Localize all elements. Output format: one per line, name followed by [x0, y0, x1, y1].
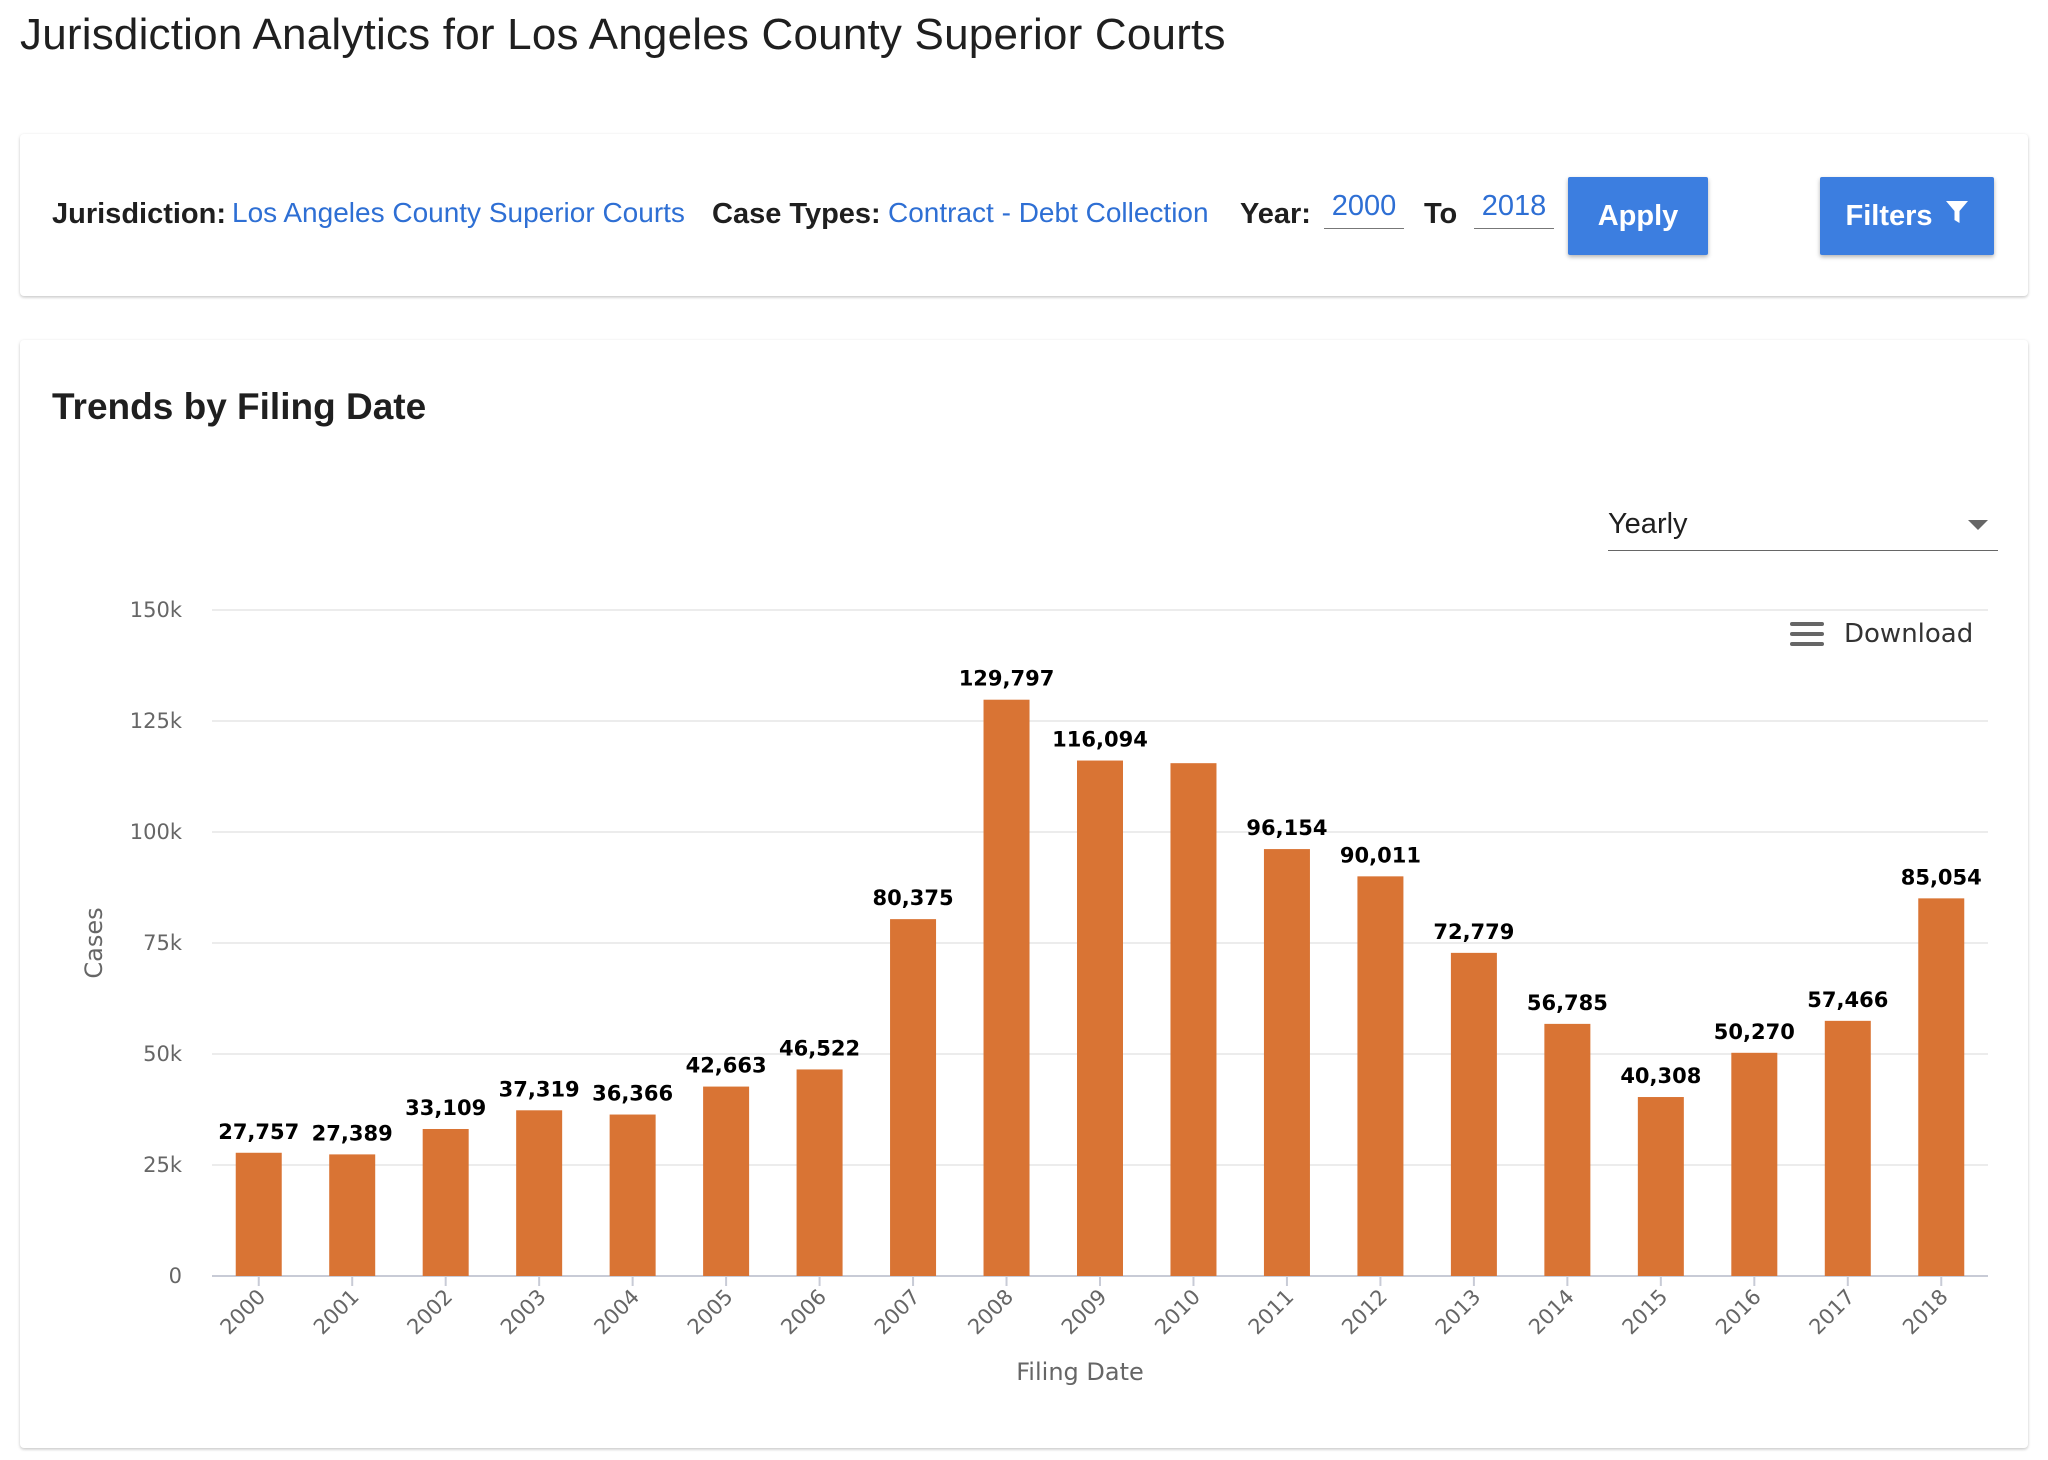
bar: [609, 1114, 656, 1276]
x-tick-label: 2011: [1244, 1285, 1299, 1340]
x-tick-label: 2016: [1711, 1285, 1766, 1340]
x-tick-label: 2002: [402, 1285, 457, 1340]
bar: [516, 1110, 563, 1276]
bar: [1731, 1052, 1778, 1276]
download-label: Download: [1844, 619, 1974, 649]
y-tick-label: 50k: [143, 1042, 183, 1066]
data-label: 33,109: [405, 1096, 486, 1120]
x-tick-label: 2007: [870, 1285, 925, 1340]
data-label: 80,375: [873, 886, 954, 910]
x-tick-label: 2006: [776, 1285, 831, 1340]
year-label: Year:: [1240, 198, 1311, 230]
bar: [1357, 876, 1404, 1276]
data-label: 42,663: [686, 1054, 767, 1078]
bar: [890, 919, 937, 1276]
x-tick-label: 2017: [1805, 1285, 1860, 1340]
granularity-value: Yearly: [1608, 508, 1688, 540]
data-label: 40,308: [1620, 1064, 1701, 1088]
x-tick-label: 2013: [1431, 1285, 1486, 1340]
data-label: 57,466: [1807, 988, 1888, 1012]
y-tick-label: 150k: [130, 598, 183, 622]
apply-button-label: Apply: [1597, 199, 1679, 232]
chart-card: Trends by Filing Date Yearly Download 0 2…: [20, 340, 2028, 1448]
data-label: 116,094: [1052, 728, 1148, 752]
apply-button[interactable]: Apply: [1568, 177, 1708, 255]
download-button[interactable]: Download: [1790, 616, 1973, 652]
data-label: 27,757: [218, 1120, 299, 1144]
bar: [1918, 898, 1965, 1276]
bar: [1077, 760, 1123, 1276]
x-tick-label: 2005: [683, 1285, 738, 1340]
funnel-icon: [1945, 199, 1969, 233]
x-axis-title: Filing Date: [1016, 1358, 1144, 1386]
bar: [1637, 1097, 1684, 1276]
page-title: Jurisdiction Analytics for Los Angeles C…: [20, 10, 1226, 59]
data-label: 37,319: [499, 1077, 580, 1101]
y-tick-label: 125k: [130, 709, 183, 733]
year-from-input[interactable]: 2000: [1324, 190, 1404, 229]
jurisdiction-label: Jurisdiction:: [52, 198, 227, 230]
bar: [703, 1086, 750, 1276]
bar: [796, 1069, 843, 1276]
chart-title: Trends by Filing Date: [52, 386, 427, 427]
y-tick-label: 75k: [143, 931, 183, 955]
granularity-select[interactable]: Yearly: [1608, 502, 1998, 551]
data-label: 129,797: [959, 667, 1055, 691]
x-tick-label: 2015: [1618, 1285, 1673, 1340]
data-label: 50,270: [1714, 1020, 1795, 1044]
bar: [422, 1128, 469, 1276]
y-tick-label: 100k: [130, 820, 183, 844]
bar: [329, 1154, 376, 1276]
filter-bar: Jurisdiction: Los Angeles County Superio…: [20, 134, 2028, 296]
bar: [1824, 1020, 1871, 1276]
x-tick-label: 2012: [1337, 1285, 1392, 1340]
x-tick-label: 2018: [1898, 1285, 1953, 1340]
bar: [235, 1152, 282, 1276]
y-tick-label: 0: [169, 1264, 182, 1288]
case-types-label: Case Types:: [712, 198, 881, 230]
bar: [1544, 1023, 1591, 1276]
x-tick-label: 2003: [496, 1285, 551, 1340]
x-tick-label: 2001: [309, 1285, 364, 1340]
y-axis-title: Cases: [80, 907, 108, 978]
chevron-down-icon: [1968, 520, 1988, 530]
jurisdiction-link[interactable]: Los Angeles County Superior Courts: [232, 197, 685, 228]
bar: [1450, 952, 1497, 1276]
filters-button[interactable]: Filters: [1820, 177, 1994, 255]
data-label: 46,522: [779, 1036, 860, 1060]
bar-chart: 0 25k 50k 75k 100k 125k 150k 27,757 2000 27,389 20…: [80, 598, 1988, 1386]
menu-icon: [1790, 622, 1824, 646]
bar: [983, 699, 1030, 1276]
y-tick-label: 25k: [143, 1153, 183, 1177]
data-label: 96,154: [1246, 816, 1327, 840]
data-label: 27,389: [312, 1121, 393, 1145]
bar: [1170, 763, 1217, 1276]
case-types-link[interactable]: Contract - Debt Collection: [888, 197, 1209, 228]
x-tick-label: 2010: [1150, 1285, 1205, 1340]
x-tick-label: 2004: [589, 1285, 644, 1340]
year-to-label: To: [1424, 198, 1458, 230]
data-label: 56,785: [1527, 991, 1608, 1015]
data-label: 72,779: [1433, 920, 1514, 944]
x-tick-label: 2000: [216, 1285, 271, 1340]
filters-button-label: Filters: [1845, 199, 1933, 232]
x-tick-label: 2009: [1057, 1285, 1112, 1340]
year-to-input[interactable]: 2018: [1474, 190, 1554, 229]
data-label: 85,054: [1901, 865, 1982, 889]
data-label: 90,011: [1340, 843, 1421, 867]
data-label: 36,366: [592, 1082, 673, 1106]
bar: [1263, 849, 1310, 1276]
x-tick-label: 2014: [1524, 1285, 1579, 1340]
x-tick-label: 2008: [963, 1285, 1018, 1340]
